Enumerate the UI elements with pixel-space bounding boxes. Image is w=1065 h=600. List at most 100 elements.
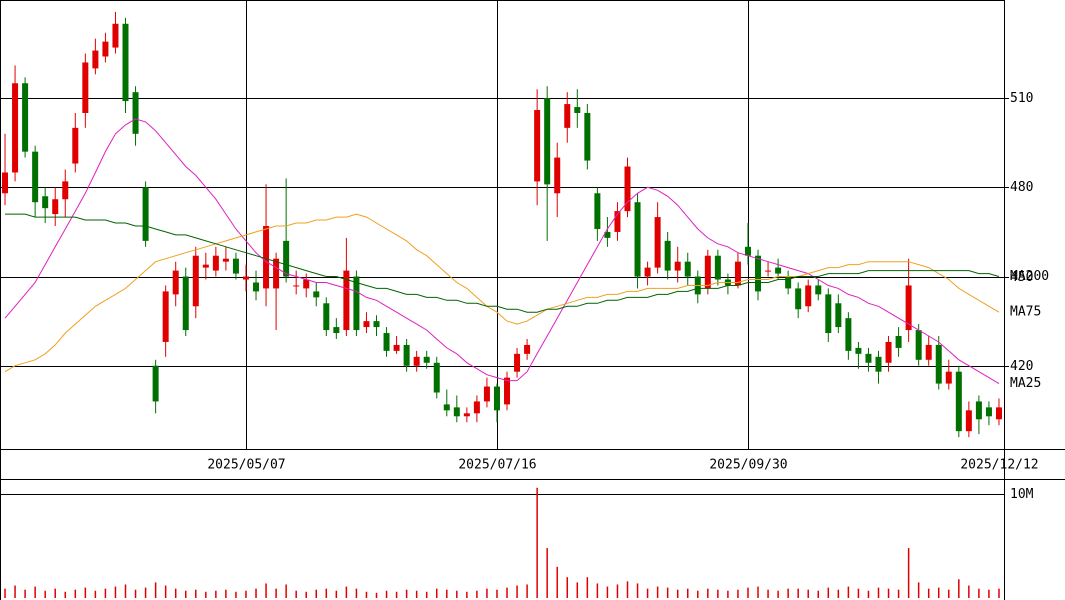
volume-bar xyxy=(666,587,669,598)
candle-body xyxy=(654,217,661,268)
volume-bar xyxy=(64,591,67,598)
candle-body xyxy=(504,377,511,405)
candle-body xyxy=(835,303,842,328)
legend-label: MA25 xyxy=(1010,376,1041,391)
candle-body xyxy=(393,344,400,351)
candle-body xyxy=(463,413,470,417)
volume-bar xyxy=(476,590,478,598)
candle-body xyxy=(624,166,631,212)
volume-bar xyxy=(907,548,910,598)
volume-bar xyxy=(184,590,187,598)
volume-bar xyxy=(807,589,809,598)
volume-bar xyxy=(536,487,538,598)
moving-average-line xyxy=(4,118,1000,385)
volume-bar xyxy=(34,586,36,598)
candle-body xyxy=(343,270,350,331)
candle-body xyxy=(413,356,420,366)
volume-bar xyxy=(516,585,518,598)
volume-bar xyxy=(676,589,679,598)
candle-body xyxy=(514,353,521,372)
candle-body xyxy=(182,276,189,331)
volume-bar xyxy=(74,589,77,598)
candle-body xyxy=(303,279,310,289)
candle-body xyxy=(212,255,219,271)
volume-bar xyxy=(54,588,56,598)
candle-body xyxy=(353,276,360,331)
volume-bar xyxy=(345,586,348,598)
volume-bar xyxy=(596,583,599,598)
volume-bar xyxy=(124,584,127,598)
volume-bar xyxy=(686,588,689,598)
volume-bar xyxy=(827,587,830,598)
volume-bar xyxy=(456,590,458,598)
y-tick-label: 510 xyxy=(1010,91,1033,106)
volume-bar xyxy=(285,584,287,598)
volume-bar xyxy=(496,589,498,598)
volume-bar xyxy=(867,590,870,598)
candle-body xyxy=(634,202,641,277)
candle-body xyxy=(52,199,59,215)
candle-body xyxy=(313,291,320,298)
volume-bar xyxy=(787,588,789,598)
candle-body xyxy=(604,231,611,238)
candle-body xyxy=(453,407,460,417)
volume-bar xyxy=(164,585,167,598)
volume-bar xyxy=(586,577,589,598)
volume-bar xyxy=(225,589,227,598)
volume-bar xyxy=(24,589,26,598)
volume-bar xyxy=(978,588,980,598)
volume-bar xyxy=(335,590,338,598)
volume-bar xyxy=(134,589,137,598)
volume-bar xyxy=(84,587,87,598)
volume-bar xyxy=(275,588,277,598)
volume-bar xyxy=(486,588,488,598)
candle-body xyxy=(755,255,762,292)
volume-bar xyxy=(626,581,629,598)
moving-average-line xyxy=(4,213,1000,373)
volume-bar xyxy=(446,589,448,598)
volume-bar xyxy=(937,587,940,598)
volume-bar xyxy=(144,587,147,598)
candle-body xyxy=(785,276,792,289)
volume-bar xyxy=(14,585,16,598)
candle-body xyxy=(122,23,129,102)
volume-bar xyxy=(205,591,207,598)
volume-bar xyxy=(636,583,639,598)
candle-body xyxy=(172,270,179,295)
x-tick-label: 2025/09/30 xyxy=(709,458,787,473)
candle-body xyxy=(845,318,852,351)
volume-bar xyxy=(817,590,820,598)
volume-bar xyxy=(305,591,307,598)
volume-bar xyxy=(265,583,267,598)
volume-bar xyxy=(315,589,318,598)
volume-bar xyxy=(245,590,247,598)
volume-bar xyxy=(767,589,769,598)
volume-bar xyxy=(727,590,729,598)
volume-bar xyxy=(4,588,6,598)
candle-body xyxy=(815,285,822,295)
volume-bar xyxy=(255,588,257,598)
volume-bar xyxy=(215,590,217,598)
candle-body xyxy=(935,344,942,384)
volume-bar xyxy=(857,588,860,598)
volume-bar xyxy=(897,589,900,598)
candle-body xyxy=(22,83,29,152)
candle-body xyxy=(795,288,802,310)
candle-body xyxy=(644,267,651,277)
volume-bar xyxy=(616,584,619,598)
volume-bar xyxy=(737,589,739,598)
y-tick-label: 450 xyxy=(1010,270,1033,285)
candle-body xyxy=(534,110,541,182)
candle-body xyxy=(554,157,561,194)
candle-body xyxy=(925,344,932,360)
candle-body xyxy=(162,291,169,342)
candle-body xyxy=(493,386,500,411)
candle-body xyxy=(945,371,952,384)
candle-body xyxy=(805,285,812,307)
candle-body xyxy=(574,107,581,113)
volume-bar xyxy=(425,591,428,598)
candle-body xyxy=(704,255,711,289)
